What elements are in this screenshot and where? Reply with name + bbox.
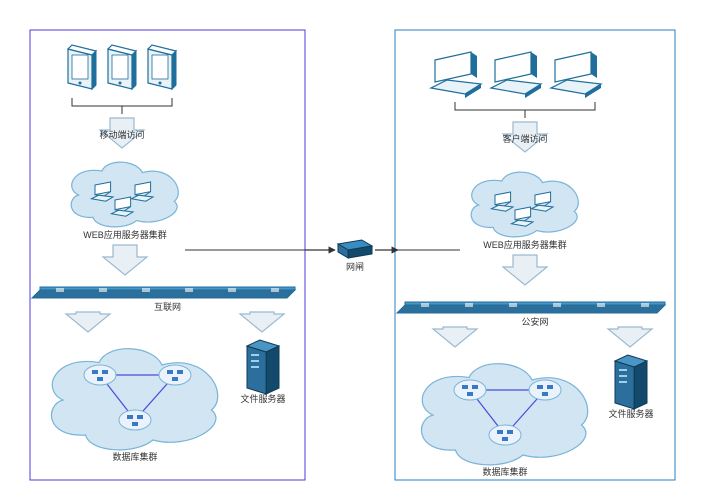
network-bus <box>32 290 295 298</box>
flow-arrow <box>503 255 547 285</box>
file-server-label-right: 文件服务器 <box>608 408 653 419</box>
web-cluster-cloud-right <box>471 172 578 237</box>
phone-icon <box>108 45 136 89</box>
db-node <box>84 365 116 385</box>
monitor-icon <box>531 192 553 211</box>
db-cluster-label-left: 数据库集群 <box>112 451 157 462</box>
db-node <box>529 380 561 400</box>
pc-icon <box>431 52 481 98</box>
flow-arrow <box>66 312 110 332</box>
web-cluster-label-right: WEB应用服务器集群 <box>483 239 567 250</box>
db-node <box>454 380 486 400</box>
flow-arrow <box>433 327 477 347</box>
phone-icon <box>68 45 96 89</box>
db-node <box>119 410 151 430</box>
file-server-icon <box>615 355 647 409</box>
web-cluster-cloud-left <box>71 162 178 227</box>
db-node <box>489 425 521 445</box>
file-server-icon <box>247 340 279 394</box>
monitor-icon <box>491 192 513 211</box>
mobile-access-label: 移动端访问 <box>99 129 144 140</box>
phone-icon <box>148 45 176 89</box>
file-server-label-left: 文件服务器 <box>240 393 285 404</box>
flow-arrow <box>608 327 652 347</box>
gateway-label: 网闸 <box>346 262 364 272</box>
monitor-icon <box>511 207 533 226</box>
internet-label: 互联网 <box>154 302 181 312</box>
policenet-label: 公安网 <box>521 316 548 327</box>
monitor-icon <box>111 197 133 216</box>
db-cluster-cloud-right <box>421 364 587 465</box>
monitor-icon <box>131 182 153 201</box>
web-cluster-label-left: WEB应用服务器集群 <box>83 229 167 240</box>
monitor-icon <box>91 182 113 201</box>
db-node <box>159 365 191 385</box>
flow-arrow <box>103 245 147 275</box>
phone-bracket <box>72 98 172 114</box>
pc-icon <box>551 52 601 98</box>
client-access-label: 客户端访问 <box>502 133 547 144</box>
db-cluster-label-right: 数据库集群 <box>482 466 527 477</box>
network-bus <box>397 305 665 313</box>
db-cluster-cloud-left <box>51 349 217 450</box>
pc-icon <box>491 52 541 98</box>
pc-bracket <box>455 102 595 118</box>
flow-arrow <box>240 312 284 332</box>
